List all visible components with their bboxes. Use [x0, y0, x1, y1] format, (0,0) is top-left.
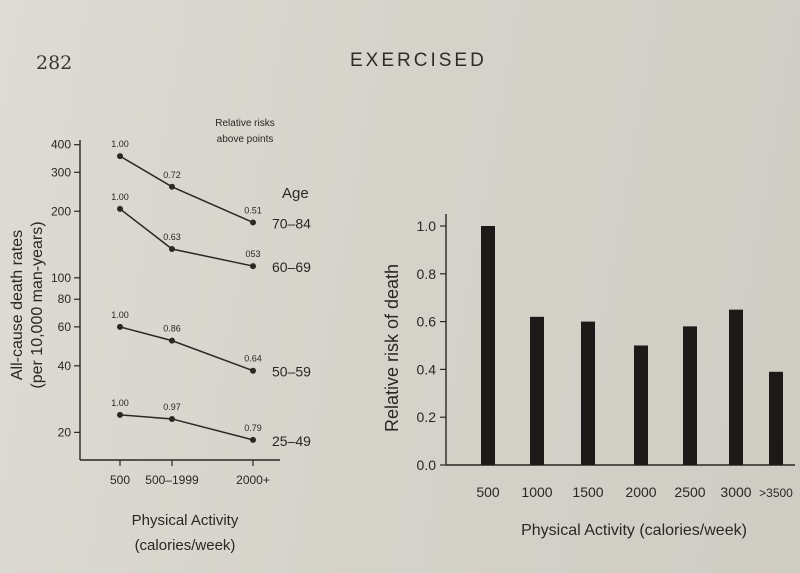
data-point: [169, 245, 175, 252]
y-tick-label: 0.0: [417, 457, 437, 473]
bar: [481, 226, 495, 465]
y-tick-label: 20: [58, 425, 72, 439]
bar: [634, 345, 648, 465]
data-point: [117, 205, 123, 212]
line-chart-y-label-1: All-cause death rates: [9, 230, 26, 380]
x-tick-label: 500: [476, 484, 500, 500]
relative-risk-label: 0.97: [163, 402, 181, 412]
line-chart-note-1: Relative risks: [215, 118, 274, 129]
page-number: 282: [36, 52, 73, 74]
line-chart-note-2: above points: [217, 134, 274, 145]
y-tick-label: 0.2: [417, 409, 437, 425]
relative-risk-label: 0.51: [244, 205, 262, 215]
data-point: [169, 183, 175, 190]
bar: [581, 321, 595, 465]
bar: [729, 309, 743, 465]
x-tick-label: 500–1999: [145, 473, 199, 487]
data-point: [169, 337, 175, 344]
data-point: [117, 411, 123, 418]
line-chart-y-ticks: 20 40 60 80 100 200 300 400: [51, 138, 80, 439]
line-chart-x-ticks: 500 500–1999 2000+: [110, 460, 270, 487]
data-point: [169, 415, 175, 422]
line-chart-legend-title: Age: [282, 185, 309, 202]
y-tick-label: 1.0: [417, 218, 437, 234]
x-tick-label: 2000+: [236, 473, 270, 487]
data-point: [117, 323, 123, 330]
x-tick-label: 500: [110, 473, 130, 487]
relative-risk-label: 0.64: [244, 354, 262, 364]
data-point: [250, 219, 256, 226]
line-chart-x-label-1: Physical Activity: [132, 512, 239, 529]
y-tick-label: 0.4: [417, 361, 437, 377]
relative-risk-label: 1.00: [111, 310, 129, 320]
x-tick-label: >3500: [759, 486, 793, 500]
line-chart-x-label-2: (calories/week): [135, 537, 236, 554]
relative-risk-label: 0.86: [163, 324, 181, 334]
data-point: [250, 436, 256, 443]
y-tick-label: 60: [58, 320, 72, 334]
bar-chart-bars: [481, 226, 783, 465]
relative-risk-label: 1.00: [111, 139, 129, 149]
age-group-label: 70–84: [272, 215, 311, 231]
data-point: [117, 153, 123, 160]
x-tick-label: 3000: [720, 484, 751, 500]
data-point: [250, 367, 256, 374]
x-tick-label: 2000: [625, 484, 656, 500]
line-chart-series: 1.00 0.72 0.51 70–84 1.00 0.63 053 60–69 1.00 0.8…: [111, 139, 311, 449]
relative-risk-label: 053: [245, 249, 260, 259]
y-tick-label: 100: [51, 271, 71, 285]
data-point: [250, 263, 256, 270]
line-chart-y-label-2: (per 10,000 man-years): [29, 221, 46, 388]
y-tick-label: 0.6: [417, 314, 437, 330]
bar: [683, 326, 697, 465]
x-tick-label: 2500: [674, 484, 705, 500]
relative-risk-label: 0.72: [163, 170, 181, 180]
bar-chart-y-label: Relative risk of death: [382, 264, 402, 432]
relative-risk-label: 0.79: [244, 423, 262, 433]
x-tick-label: 1000: [521, 484, 552, 500]
y-tick-label: 400: [51, 138, 71, 152]
y-tick-label: 0.8: [417, 266, 437, 282]
bar: [769, 371, 783, 465]
line-chart-axes: [79, 140, 280, 461]
age-group-label: 60–69: [272, 259, 311, 275]
x-tick-label: 1500: [572, 484, 603, 500]
age-group-label: 50–59: [272, 364, 311, 380]
relative-risk-label: 0.63: [163, 232, 181, 242]
y-tick-label: 200: [51, 204, 71, 218]
bar-chart-x-label: Physical Activity (calories/week): [521, 522, 747, 539]
age-group-label: 25–49: [272, 433, 311, 449]
relative-risk-label: 1.00: [111, 398, 129, 408]
y-tick-label: 300: [51, 165, 71, 179]
y-tick-label: 40: [58, 359, 72, 373]
bar-chart-y-ticks: 0.0 0.2 0.4 0.6 0.8 1.0: [417, 218, 446, 473]
y-tick-label: 80: [58, 292, 72, 306]
running-head: EXERCISED: [350, 50, 487, 71]
bar: [530, 316, 544, 465]
bar-chart-x-ticks: 500 1000 1500 2000 2500 3000 >3500: [476, 484, 793, 500]
relative-risk-label: 1.00: [111, 192, 129, 202]
